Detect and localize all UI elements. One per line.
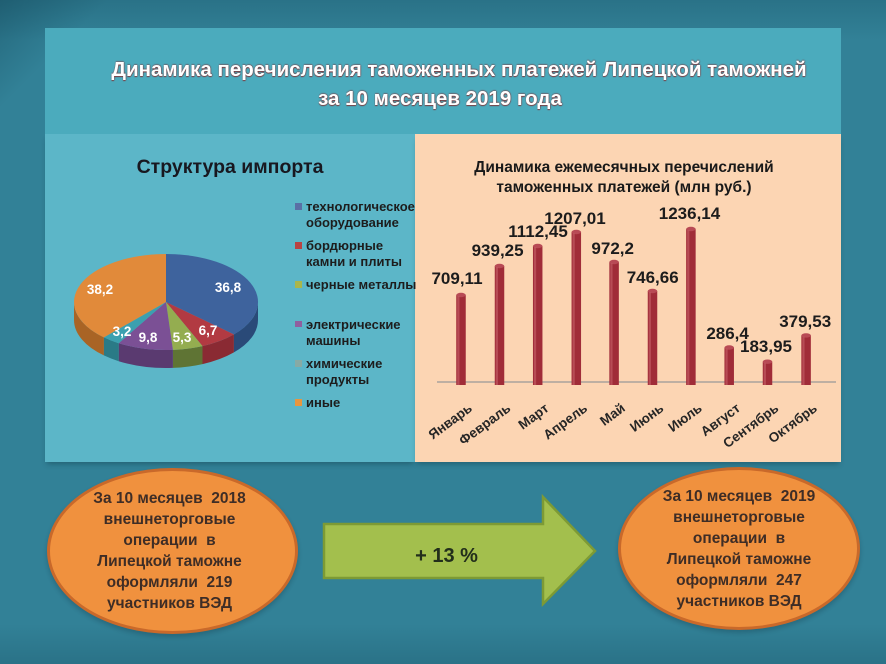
- svg-text:1112,45: 1112,45: [508, 222, 568, 241]
- svg-text:36,8: 36,8: [215, 280, 242, 295]
- svg-text:Июнь: Июнь: [627, 400, 666, 434]
- svg-text:379,53: 379,53: [779, 312, 831, 331]
- svg-text:9,8: 9,8: [139, 330, 158, 345]
- svg-text:972,2: 972,2: [591, 239, 634, 258]
- svg-text:183,95: 183,95: [740, 337, 792, 356]
- svg-text:3,2: 3,2: [113, 324, 132, 339]
- svg-text:Апрель: Апрель: [541, 400, 591, 442]
- svg-text:5,3: 5,3: [173, 330, 192, 345]
- svg-text:1236,14: 1236,14: [659, 204, 721, 223]
- svg-text:1207,01: 1207,01: [544, 209, 605, 228]
- svg-text:286,4: 286,4: [706, 324, 749, 343]
- svg-text:939,25: 939,25: [472, 241, 524, 260]
- svg-text:6,7: 6,7: [199, 323, 218, 338]
- svg-text:38,2: 38,2: [87, 282, 113, 297]
- svg-text:746,66: 746,66: [627, 268, 679, 287]
- svg-text:709,11: 709,11: [431, 269, 482, 288]
- svg-text:Май: Май: [597, 400, 628, 428]
